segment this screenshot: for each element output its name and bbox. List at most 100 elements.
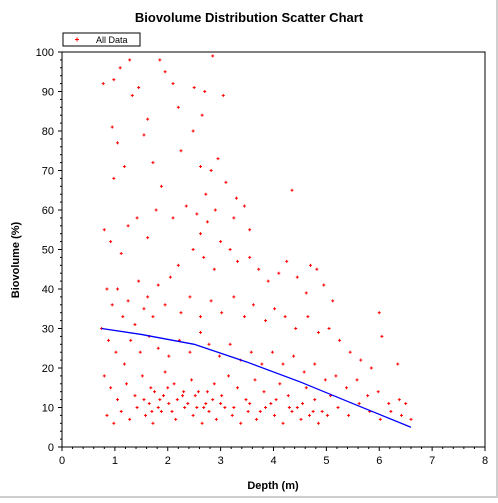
data-point	[200, 421, 204, 425]
data-point	[323, 378, 327, 382]
data-point	[397, 398, 401, 402]
data-point	[214, 417, 218, 421]
data-point	[188, 350, 192, 354]
data-point	[144, 413, 148, 417]
data-point	[151, 315, 155, 319]
data-point	[150, 409, 154, 413]
data-point	[133, 394, 137, 398]
y-tick-label: 10	[42, 403, 54, 415]
data-point	[248, 255, 252, 259]
data-point	[116, 287, 120, 291]
data-point	[112, 421, 116, 425]
data-point	[355, 378, 359, 382]
data-point	[182, 390, 186, 394]
data-point	[167, 354, 171, 358]
data-point	[142, 133, 146, 137]
data-point	[172, 382, 176, 386]
data-point	[102, 374, 106, 378]
data-point	[294, 327, 298, 330]
chart-title: Biovolume Distribution Scatter Chart	[135, 10, 364, 25]
y-tick-label: 80	[42, 126, 54, 138]
data-point	[168, 275, 172, 279]
frame-edge-bottom	[0, 496, 498, 498]
data-point	[242, 315, 246, 319]
data-point	[146, 295, 150, 299]
y-axis-ticks: 0 10 20 30 40 50 60 70 80 90 100	[36, 47, 62, 454]
data-point	[159, 409, 163, 413]
data-point	[190, 378, 194, 382]
data-point	[105, 413, 109, 417]
data-point	[290, 188, 294, 192]
data-point	[122, 362, 126, 366]
data-point	[316, 421, 320, 425]
y-tick-label: 30	[42, 324, 54, 336]
y-tick-label: 70	[42, 166, 54, 178]
data-point	[181, 394, 185, 398]
data-point	[135, 216, 139, 220]
y-tick-label: 60	[42, 205, 54, 217]
data-point	[207, 342, 211, 346]
data-point	[135, 406, 139, 409]
data-point	[200, 113, 204, 117]
data-point	[192, 86, 196, 90]
data-point	[147, 402, 151, 406]
data-point	[128, 417, 132, 421]
data-point	[102, 228, 106, 232]
data-point	[283, 315, 287, 319]
data-point	[232, 406, 236, 409]
data-point	[204, 402, 208, 406]
data-point	[232, 295, 236, 299]
data-point	[179, 311, 183, 315]
data-point	[186, 402, 190, 406]
data-point	[196, 390, 200, 394]
data-point	[163, 303, 167, 307]
data-point	[228, 342, 232, 346]
data-point	[140, 374, 144, 378]
data-point	[156, 283, 160, 287]
data-point	[126, 224, 130, 228]
data-point	[262, 390, 266, 394]
data-points	[100, 54, 413, 425]
y-tick-label: 0	[48, 442, 54, 454]
trend-line	[101, 327, 412, 428]
data-point	[258, 409, 262, 413]
data-point	[232, 216, 236, 220]
data-point	[309, 263, 313, 267]
data-point	[376, 390, 380, 394]
data-point	[146, 117, 150, 121]
data-point	[156, 406, 160, 409]
data-point	[107, 338, 111, 342]
data-point	[389, 409, 393, 413]
x-tick-label: 5	[323, 455, 329, 467]
data-point	[248, 228, 252, 232]
data-point	[191, 129, 195, 133]
data-point	[195, 406, 199, 409]
data-point	[285, 259, 289, 263]
data-point	[369, 366, 373, 370]
data-point	[175, 398, 179, 402]
data-point	[188, 295, 192, 299]
data-point	[184, 204, 188, 208]
data-point	[159, 184, 163, 188]
data-point	[193, 394, 197, 398]
legend-label: All Data	[96, 35, 128, 45]
data-point	[129, 338, 133, 342]
y-tick-label: 50	[42, 245, 54, 257]
data-point	[313, 362, 317, 366]
data-point	[126, 299, 130, 303]
data-point	[116, 141, 120, 145]
data-point	[110, 125, 114, 129]
data-point	[224, 180, 228, 184]
data-point	[213, 208, 217, 212]
data-point	[216, 157, 220, 161]
legend: All Data	[62, 32, 141, 47]
data-point	[167, 402, 171, 406]
data-point	[290, 409, 294, 413]
data-point	[338, 338, 342, 342]
data-point	[176, 105, 180, 109]
data-point	[347, 413, 351, 417]
data-point	[118, 66, 122, 70]
data-point	[153, 390, 157, 394]
data-point	[202, 255, 206, 259]
data-point	[218, 354, 222, 358]
